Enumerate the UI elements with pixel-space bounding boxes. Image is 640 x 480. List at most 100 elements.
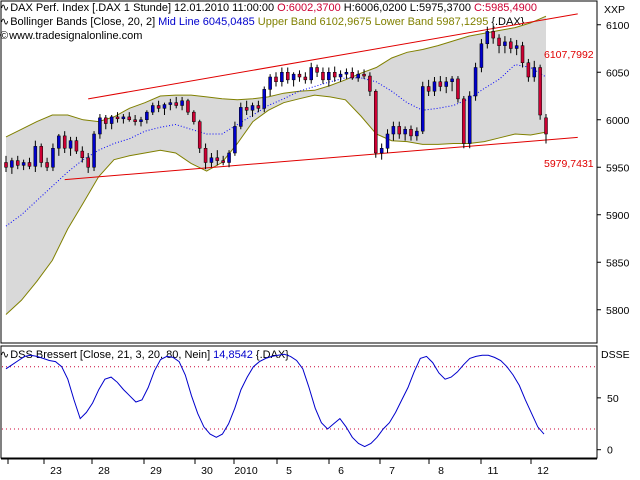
candle[interactable] <box>39 143 43 168</box>
candle[interactable] <box>80 146 85 163</box>
candle[interactable] <box>403 126 407 141</box>
candle[interactable] <box>526 58 531 82</box>
candle[interactable] <box>321 67 325 84</box>
candle[interactable] <box>92 131 96 172</box>
candle[interactable] <box>297 70 302 82</box>
candle[interactable] <box>51 143 55 172</box>
candle[interactable] <box>385 129 390 153</box>
candle[interactable] <box>409 125 413 141</box>
candle[interactable] <box>21 159 26 171</box>
dss-toggle-icon[interactable]: ∿ <box>0 349 10 361</box>
candle[interactable] <box>174 96 178 109</box>
bollinger-toggle-icon[interactable]: ∿ <box>0 16 10 28</box>
candle[interactable] <box>274 72 278 87</box>
candle[interactable] <box>262 86 267 113</box>
source-url[interactable]: www.tradesignalonline.com <box>9 30 143 42</box>
candle[interactable] <box>180 96 184 111</box>
candle[interactable] <box>197 119 202 153</box>
candle[interactable] <box>68 136 73 156</box>
candle[interactable] <box>256 100 261 113</box>
candle[interactable] <box>315 64 319 77</box>
candle[interactable] <box>115 112 120 123</box>
candle[interactable] <box>268 74 272 96</box>
candle[interactable] <box>74 136 79 154</box>
candle[interactable] <box>145 110 149 124</box>
candles-layer[interactable] <box>4 26 548 174</box>
candle[interactable] <box>121 114 126 124</box>
candle[interactable] <box>239 102 243 130</box>
lower-trendline[interactable] <box>64 136 578 181</box>
candle[interactable] <box>98 114 102 139</box>
candle[interactable] <box>104 115 108 130</box>
candle[interactable] <box>332 66 337 82</box>
candle[interactable] <box>497 34 501 54</box>
candle[interactable] <box>327 67 331 87</box>
candle[interactable] <box>362 69 366 79</box>
candle[interactable] <box>168 98 173 111</box>
candle[interactable] <box>303 72 308 84</box>
candle[interactable] <box>391 121 396 141</box>
candle[interactable] <box>309 62 313 84</box>
candle[interactable] <box>285 67 290 84</box>
trendline-layer[interactable] <box>64 13 578 181</box>
candle[interactable] <box>215 150 220 166</box>
candle[interactable] <box>544 114 548 144</box>
candle[interactable] <box>514 39 519 56</box>
candle[interactable] <box>479 39 484 73</box>
candle[interactable] <box>139 116 143 127</box>
candle[interactable] <box>379 143 384 160</box>
candle[interactable] <box>462 96 466 149</box>
candle[interactable] <box>444 77 448 94</box>
candle[interactable] <box>532 60 537 82</box>
candle[interactable] <box>109 115 114 130</box>
candle[interactable] <box>33 140 38 172</box>
upper-trendline[interactable] <box>88 13 578 100</box>
candle[interactable] <box>203 143 208 170</box>
candle[interactable] <box>250 102 255 117</box>
candle[interactable] <box>62 131 67 153</box>
candle[interactable] <box>520 41 525 68</box>
candle[interactable] <box>374 89 378 158</box>
candle[interactable] <box>186 98 190 115</box>
candle[interactable] <box>456 76 460 103</box>
candle[interactable] <box>4 155 8 172</box>
candle[interactable] <box>57 134 61 156</box>
candle[interactable] <box>356 70 360 82</box>
candle[interactable] <box>338 70 343 82</box>
indicator-toggle-icon[interactable]: ∿ <box>0 2 10 14</box>
candle[interactable] <box>397 121 402 139</box>
candle[interactable] <box>45 157 49 172</box>
candle[interactable] <box>162 102 167 115</box>
candle[interactable] <box>350 67 355 80</box>
candle[interactable] <box>415 127 419 141</box>
candle[interactable] <box>291 72 296 87</box>
candle[interactable] <box>467 91 472 149</box>
candle[interactable] <box>438 76 443 92</box>
candle[interactable] <box>538 64 542 120</box>
candle[interactable] <box>233 121 237 156</box>
candle[interactable] <box>368 72 372 96</box>
candle[interactable] <box>509 38 513 54</box>
candle[interactable] <box>432 77 437 96</box>
candle[interactable] <box>86 153 90 173</box>
candle[interactable] <box>133 115 137 126</box>
candle[interactable] <box>344 68 349 79</box>
candle[interactable] <box>192 110 196 125</box>
candle[interactable] <box>503 36 507 54</box>
candle[interactable] <box>244 100 249 115</box>
candle[interactable] <box>150 102 155 115</box>
candle[interactable] <box>473 62 478 101</box>
candle[interactable] <box>10 157 14 174</box>
candle[interactable] <box>280 67 284 87</box>
candle[interactable] <box>227 150 231 168</box>
candle[interactable] <box>426 79 431 96</box>
candle[interactable] <box>127 112 132 122</box>
candle[interactable] <box>450 76 454 92</box>
candle[interactable] <box>27 157 32 170</box>
candle[interactable] <box>485 26 490 49</box>
candle[interactable] <box>420 81 425 134</box>
candle[interactable] <box>156 100 161 113</box>
candle[interactable] <box>491 26 495 44</box>
candle[interactable] <box>209 153 214 168</box>
